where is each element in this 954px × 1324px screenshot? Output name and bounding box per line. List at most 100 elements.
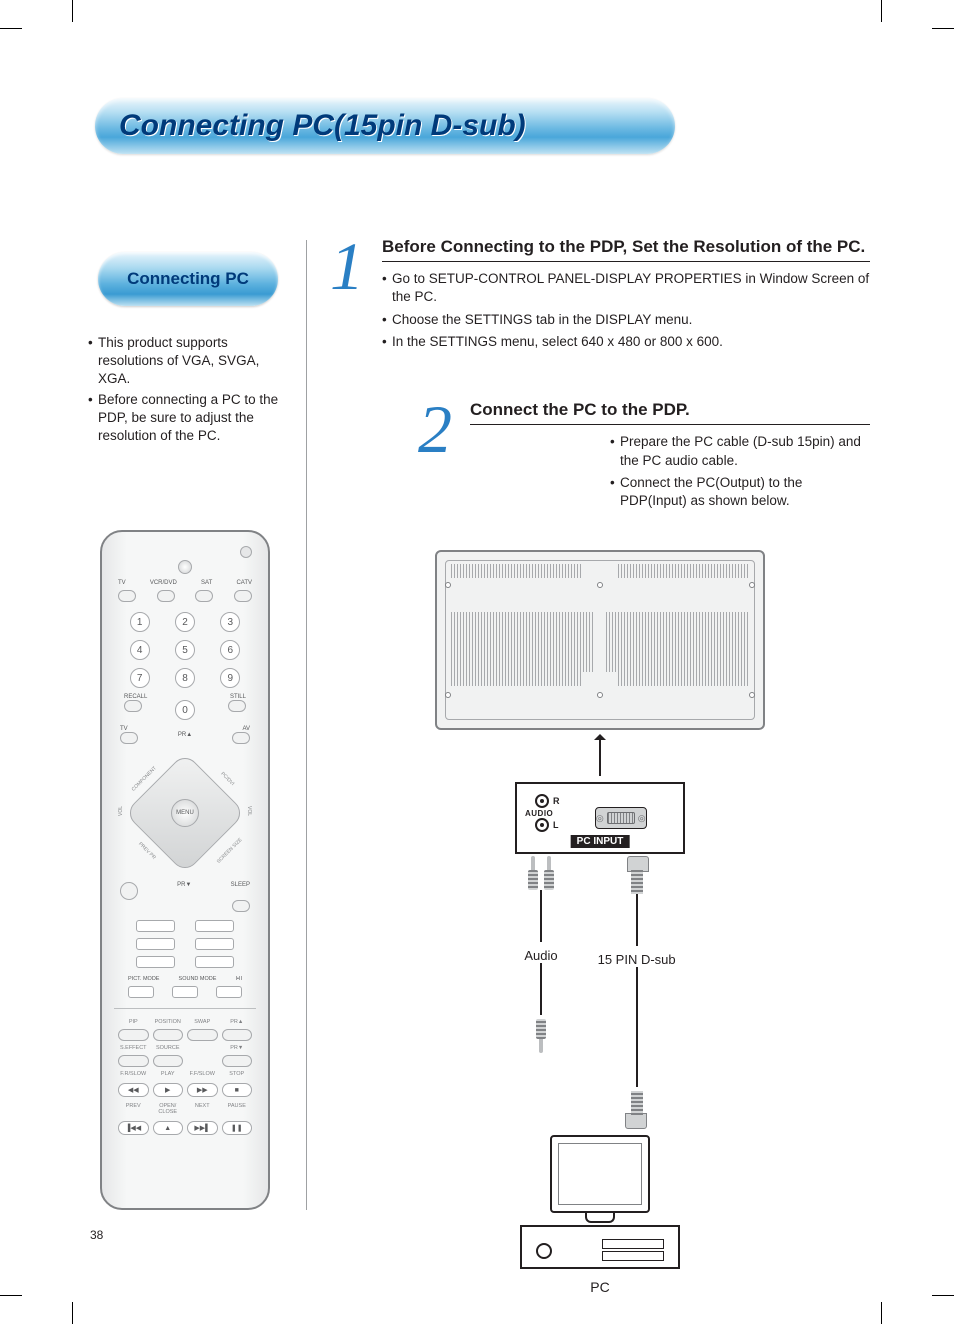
transport-button: ▐◀◀ bbox=[118, 1121, 149, 1135]
remote-label: OPEN/ CLOSE bbox=[153, 1103, 184, 1115]
remote-label: TV bbox=[118, 580, 126, 586]
crop-mark bbox=[0, 28, 22, 29]
remote-label: F.R/SLOW bbox=[118, 1071, 149, 1077]
num-button: 4 bbox=[130, 640, 150, 660]
sidebar-pill-label: Connecting PC bbox=[127, 269, 249, 289]
page-title: Connecting PC(15pin D-sub) bbox=[119, 109, 526, 143]
page-number: 38 bbox=[90, 1228, 103, 1242]
remote-label: PR▲ bbox=[222, 1019, 253, 1025]
step-bullets: Prepare the PC cable (D-sub 15pin) and t… bbox=[610, 433, 870, 510]
transport-button: ▶▶▌ bbox=[187, 1121, 218, 1135]
remote-label: VCR/DVD bbox=[150, 580, 177, 586]
num-button: 9 bbox=[220, 668, 240, 688]
sidebar: Connecting PC This product supports reso… bbox=[88, 252, 288, 447]
vga-port bbox=[595, 807, 647, 829]
num-button: 5 bbox=[175, 640, 195, 660]
sidebar-notes: This product supports resolutions of VGA… bbox=[88, 334, 288, 445]
remote-label: S.EFFECT bbox=[118, 1045, 149, 1051]
remote-label: VOL bbox=[118, 806, 124, 816]
step-2: 2 Connect the PC to the PDP. Prepare the… bbox=[330, 399, 870, 514]
transport-button: ▶▶ bbox=[187, 1083, 218, 1097]
remote-label: PLAY bbox=[153, 1071, 184, 1077]
jack-label-l: L bbox=[553, 820, 559, 830]
num-button: 8 bbox=[175, 668, 195, 688]
crop-mark bbox=[72, 1302, 73, 1324]
transport-button: ◀◀ bbox=[118, 1083, 149, 1097]
remote-label: SOURCE bbox=[153, 1045, 184, 1051]
audio-cable: Audio bbox=[524, 856, 557, 1053]
audio-jack-r bbox=[535, 794, 549, 808]
remote-label bbox=[187, 1045, 218, 1051]
remote-label: SOUND MODE bbox=[179, 976, 217, 982]
transport-button: ❚❚ bbox=[222, 1121, 253, 1135]
step-1: 1 Before Connecting to the PDP, Set the … bbox=[330, 236, 870, 355]
remote-label: PREV bbox=[118, 1103, 149, 1115]
pdp-rear-panel bbox=[435, 550, 765, 730]
audio-label: AUDIO bbox=[525, 809, 553, 818]
connection-diagram: R L AUDIO PC INPUT Audio 15 PIN D-sub bbox=[330, 550, 870, 1295]
audio-jack-l bbox=[535, 818, 549, 832]
transport-button: ■ bbox=[222, 1083, 253, 1097]
power-button-icon bbox=[240, 546, 252, 558]
cable-label-audio: Audio bbox=[524, 948, 557, 963]
remote-label: F.F/SLOW bbox=[187, 1071, 218, 1077]
remote-label: SWAP bbox=[187, 1019, 218, 1025]
pc-input-label: PC INPUT bbox=[571, 835, 630, 848]
vertical-divider bbox=[306, 240, 307, 1210]
crop-mark bbox=[932, 1295, 954, 1296]
remote-label: PIP bbox=[118, 1019, 149, 1025]
num-button: 3 bbox=[220, 612, 240, 632]
arrow-up-icon bbox=[599, 736, 601, 776]
remote-label: PICT. MODE bbox=[128, 976, 159, 982]
step-number: 1 bbox=[330, 236, 364, 355]
cables: Audio 15 PIN D-sub bbox=[330, 856, 870, 1129]
cable-label-vga: 15 PIN D-sub bbox=[598, 952, 676, 967]
step-bullet: In the SETTINGS menu, select 640 x 480 o… bbox=[382, 333, 870, 351]
remote-label: PREV PR bbox=[137, 841, 157, 861]
step-title: Connect the PC to the PDP. bbox=[470, 399, 870, 420]
step-bullets: Go to SETUP-CONTROL PANEL-DISPLAY PROPER… bbox=[382, 270, 870, 351]
remote-control-illustration: TV VCR/DVD SAT CATV 1 2 3 4 5 6 7 8 9 RE… bbox=[100, 530, 270, 1210]
num-button: 0 bbox=[175, 700, 195, 720]
menu-button: MENU bbox=[171, 799, 199, 827]
jack-label-r: R bbox=[553, 796, 560, 806]
pc-monitor-icon bbox=[550, 1135, 650, 1213]
crop-mark bbox=[0, 1295, 22, 1296]
remote-label: SAT bbox=[201, 580, 212, 586]
step-title: Before Connecting to the PDP, Set the Re… bbox=[382, 236, 870, 257]
sidebar-pill: Connecting PC bbox=[98, 252, 278, 306]
crop-mark bbox=[881, 0, 882, 22]
num-button: 7 bbox=[130, 668, 150, 688]
function-grid bbox=[136, 920, 234, 968]
transport-button: ▶ bbox=[153, 1083, 184, 1097]
num-button: 6 bbox=[220, 640, 240, 660]
remote-label: VOL bbox=[246, 806, 252, 816]
num-button: 1 bbox=[130, 612, 150, 632]
number-pad: 1 2 3 4 5 6 7 8 9 bbox=[124, 612, 246, 688]
remote-label: CATV bbox=[236, 580, 252, 586]
rule bbox=[382, 261, 870, 262]
sidebar-note: Before connecting a PC to the PDP, be su… bbox=[88, 391, 288, 446]
crop-mark bbox=[932, 28, 954, 29]
remote-label: NEXT bbox=[187, 1103, 218, 1115]
crop-mark bbox=[72, 0, 73, 22]
remote-label: POSITION bbox=[153, 1019, 184, 1025]
page-title-banner: Connecting PC(15pin D-sub) bbox=[95, 98, 675, 154]
d-pad: MENU COMPONENT PC/DVI PREV PR SCREEN SIZ… bbox=[130, 758, 240, 868]
remote-label: PR▼ bbox=[177, 882, 191, 900]
remote-label: SLEEP bbox=[231, 882, 250, 900]
remote-label: SCREEN SIZE bbox=[215, 837, 243, 865]
main-content: 1 Before Connecting to the PDP, Set the … bbox=[330, 236, 870, 1295]
ir-window-icon bbox=[178, 560, 192, 574]
num-button: 2 bbox=[175, 612, 195, 632]
rule bbox=[470, 424, 870, 425]
pc-tower-icon bbox=[520, 1225, 680, 1269]
remote-label: PAUSE bbox=[222, 1103, 253, 1115]
step-number: 2 bbox=[418, 399, 452, 514]
step-bullet: Prepare the PC cable (D-sub 15pin) and t… bbox=[610, 433, 870, 469]
crop-mark bbox=[881, 1302, 882, 1324]
step-bullet: Go to SETUP-CONTROL PANEL-DISPLAY PROPER… bbox=[382, 270, 870, 306]
remote-label: PR▼ bbox=[222, 1045, 253, 1051]
remote-label: PC/DVI bbox=[220, 771, 236, 787]
remote-label: STOP bbox=[222, 1071, 253, 1077]
